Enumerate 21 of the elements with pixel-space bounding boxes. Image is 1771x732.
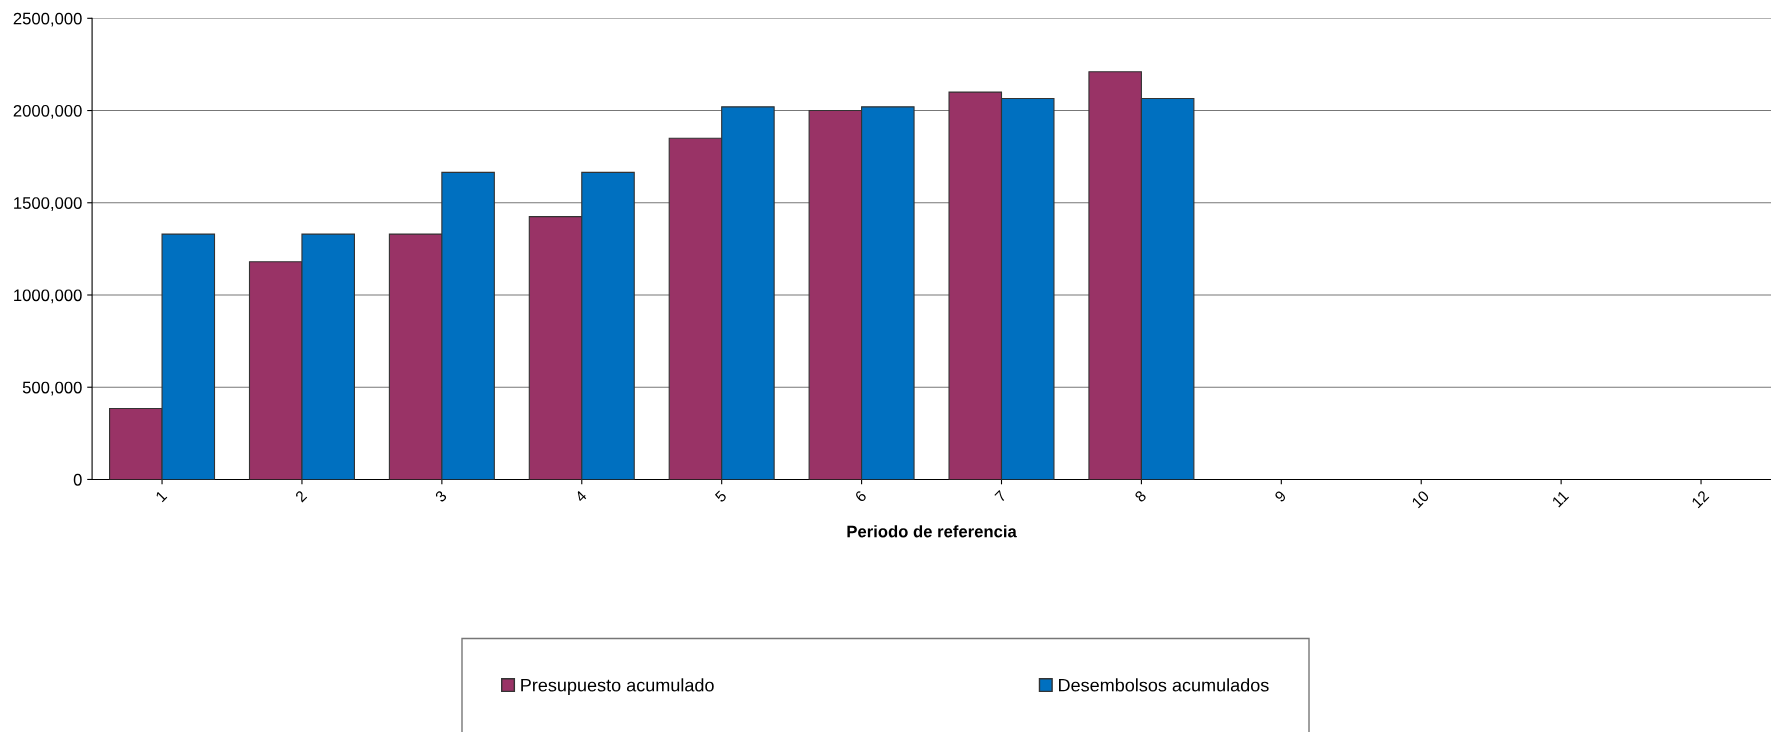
x-tick-label: 3 [434,489,448,503]
x-tick-label: 1 [155,490,168,503]
y-tick-label: 500,000 [22,381,82,396]
y-tick-label: 1500,000 [14,197,82,211]
y-tick-label: 0 [73,473,82,486]
x-axis-title: Periodo de referencia [847,525,1017,538]
x-tick-label: 9 [1274,489,1287,503]
x-tick-label: 12 [1691,490,1710,509]
x-tick-label: 10 [1411,489,1430,509]
y-tick-label: 1000,000 [14,289,82,304]
legend-label: Presupuesto acumulado [521,678,714,696]
y-tick-label: 2000,000 [13,104,82,119]
x-tick-label: 4 [574,489,588,503]
y-tick-label: 2500,000 [13,12,82,27]
x-tick-label: 8 [1134,489,1147,503]
x-tick-label: 5 [714,490,728,503]
legend-label: Desembolsos acumulados [1059,678,1269,692]
x-tick-label: 6 [854,489,868,503]
x-tick-label: 11 [1551,490,1570,508]
x-tick-label: 7 [994,490,1007,503]
x-tick-label: 2 [294,490,308,503]
